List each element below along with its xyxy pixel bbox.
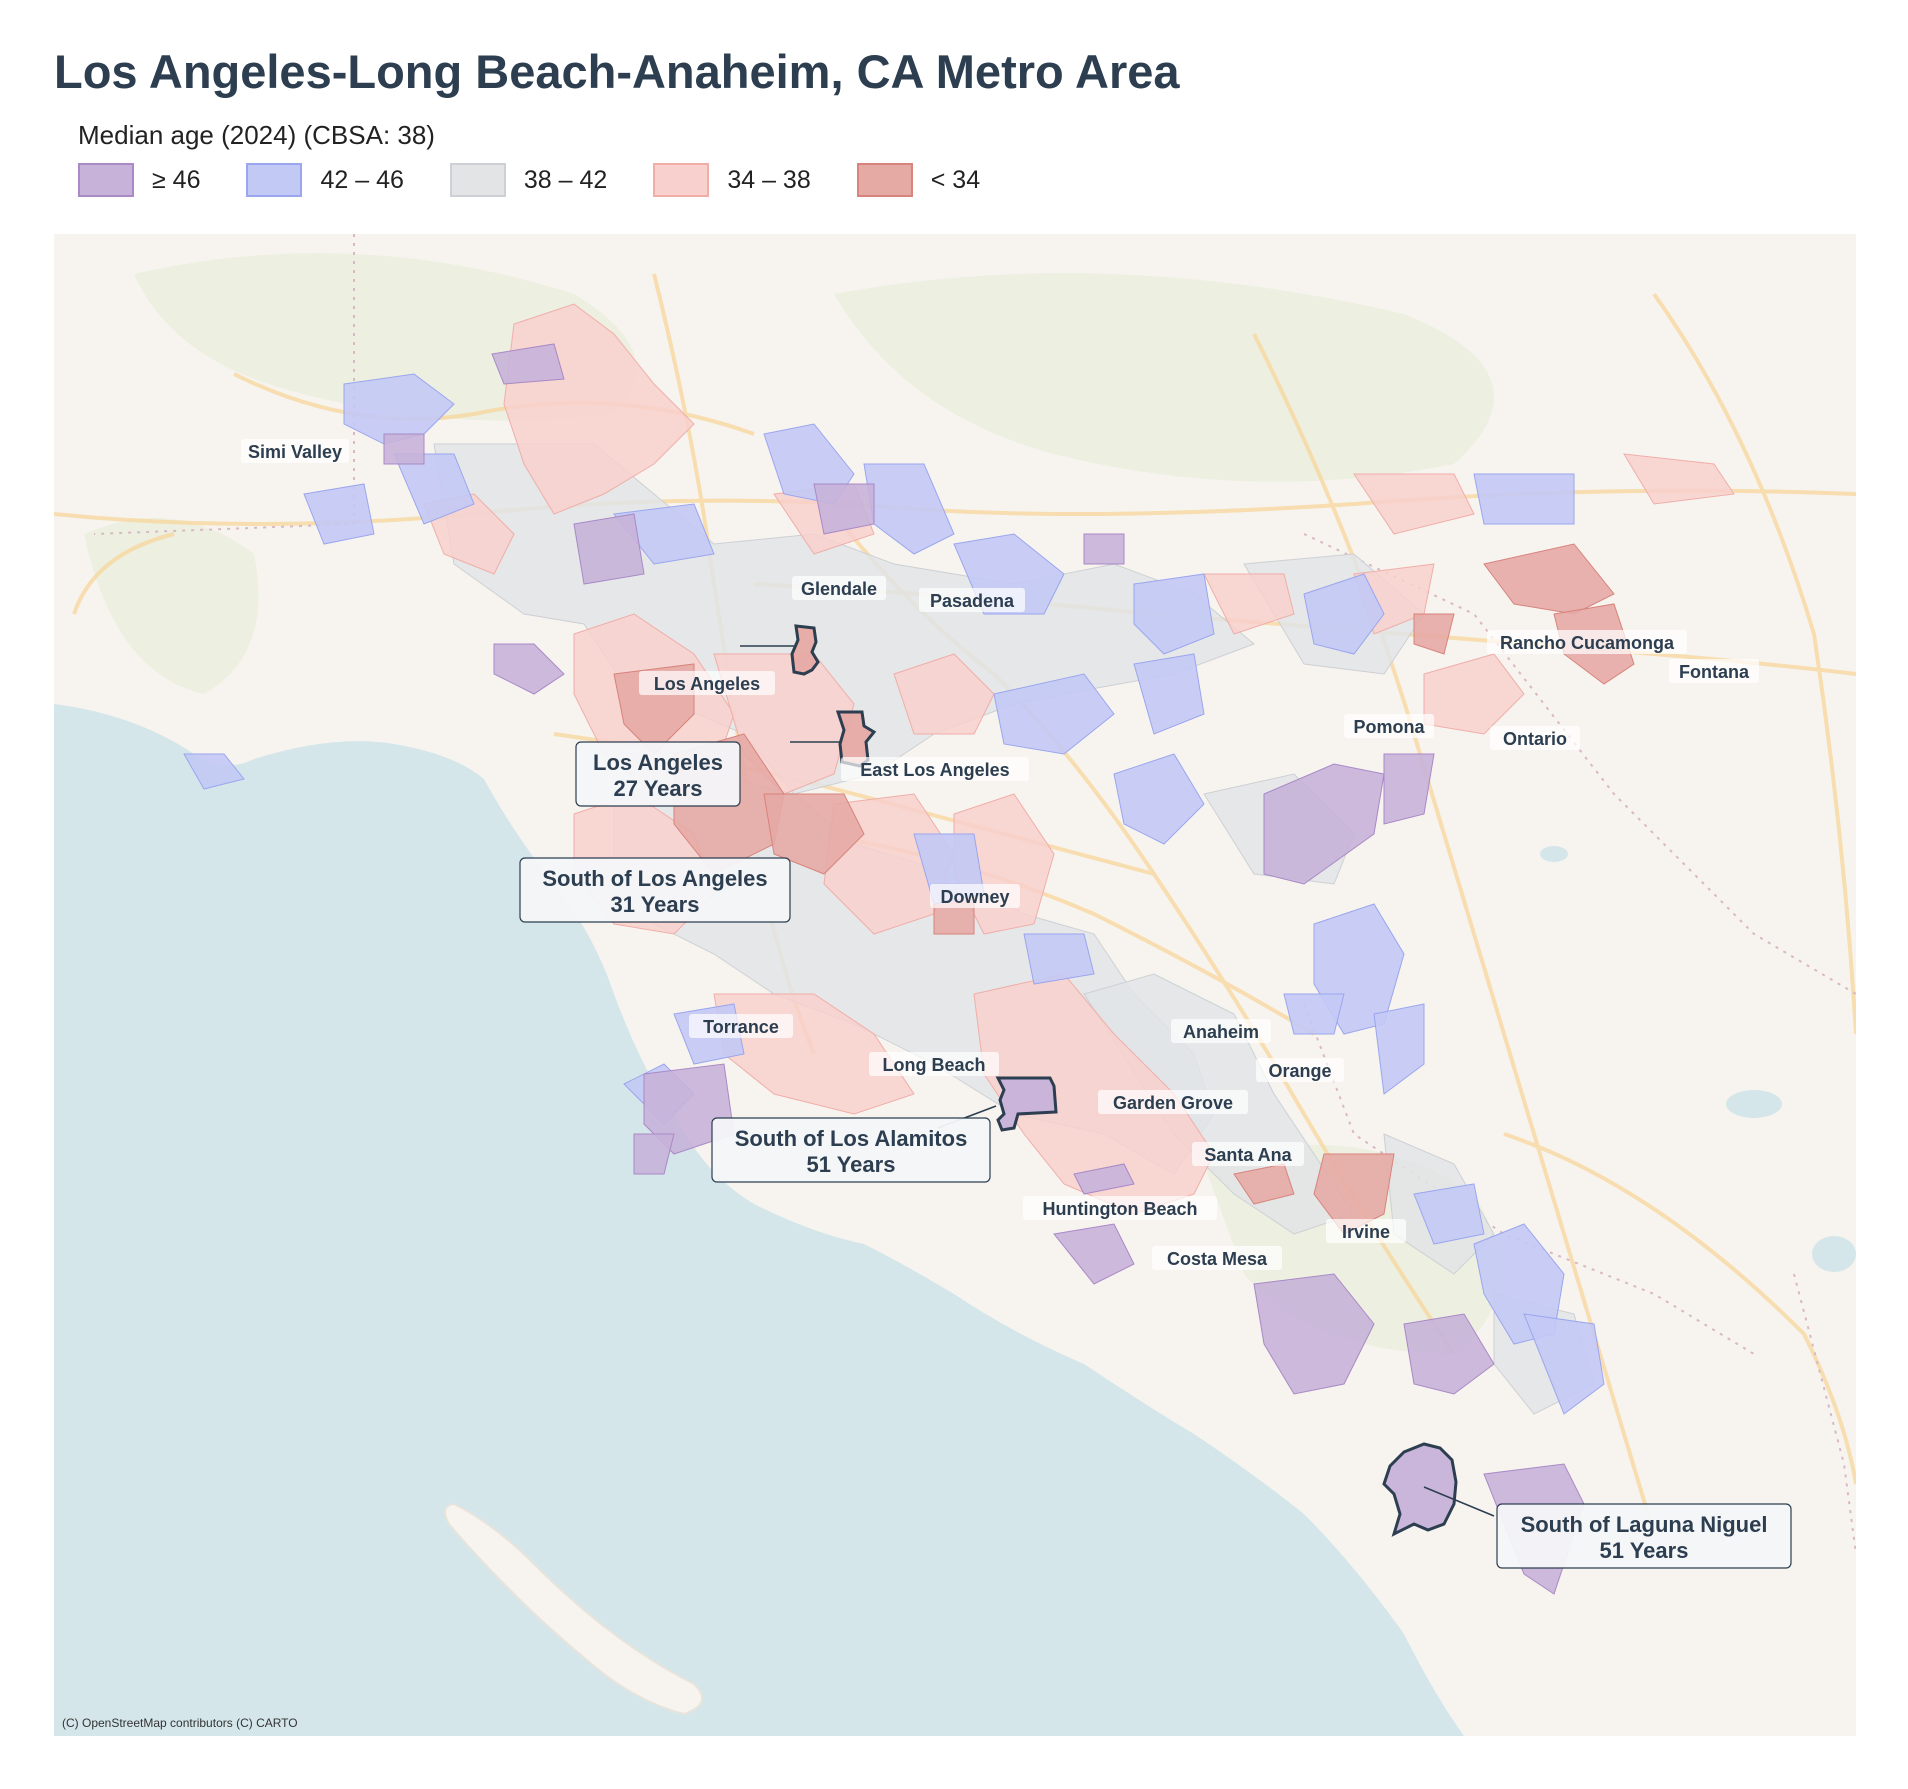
legend-item-46-plus: ≥ 46 [78,163,200,197]
city-label-irvine: Irvine [1342,1222,1390,1242]
legend-swatch [449,163,506,197]
legend-item-under-34: < 34 [856,163,981,197]
city-label-rancho-cucamonga: Rancho Cucamonga [1500,633,1675,653]
legend-label: ≥ 46 [152,165,201,194]
callout-laguna-niguel-name: South of Laguna Niguel [1521,1512,1768,1537]
legend-label: 34 – 38 [727,165,811,194]
map-svg[interactable]: Simi Valley Glendale Pasadena Los Angele… [54,234,1856,1736]
city-label-costa-mesa: Costa Mesa [1167,1249,1268,1269]
highlighted-tracts [790,624,1458,1537]
callout-los-alamitos-name: South of Los Alamitos [735,1126,968,1151]
laguna-niguel-highlight-tract[interactable] [1382,1442,1458,1537]
city-label-huntington-beach: Huntington Beach [1043,1199,1198,1219]
city-label-glendale: Glendale [801,579,877,599]
callout-los-alamitos-value: 51 Years [807,1152,896,1177]
legend: ≥ 46 42 – 46 38 – 42 34 – 38 < 34 [78,163,1026,197]
tract-layer-42-46 [183,373,1605,1415]
callout-la-value: 27 Years [614,776,703,801]
callout-los-alamitos[interactable]: South of Los Alamitos 51 Years [711,1117,991,1183]
city-label-long-beach: Long Beach [882,1055,985,1075]
city-label-fontana: Fontana [1679,662,1750,682]
map-title: Los Angeles-Long Beach-Anaheim, CA Metro… [54,45,1180,98]
legend-item-38-42: 38 – 42 [449,163,608,197]
callout-south-la-name: South of Los Angeles [542,866,767,891]
city-label-santa-ana: Santa Ana [1204,1145,1292,1165]
city-labels: Simi Valley Glendale Pasadena Los Angele… [241,439,1759,1270]
tract-layer-under-34 [613,543,1635,1235]
legend-label: < 34 [930,165,981,194]
callout-south-la[interactable]: South of Los Angeles 31 Years [519,857,791,923]
legend-label: 38 – 42 [523,165,608,194]
city-label-east-los-angeles: East Los Angeles [860,760,1009,780]
city-label-simi-valley: Simi Valley [248,442,342,462]
callout-laguna-niguel[interactable]: South of Laguna Niguel 51 Years [1496,1503,1792,1569]
legend-swatch [856,163,913,197]
los-alamitos-highlight-tract[interactable] [995,1076,1058,1132]
city-label-los-angeles: Los Angeles [654,674,760,694]
map-attribution: (C) OpenStreetMap contributors (C) CARTO [62,1716,298,1730]
city-label-pasadena: Pasadena [930,591,1015,611]
city-label-ontario: Ontario [1503,729,1567,749]
la-highlight-tract[interactable] [790,624,820,676]
lakes [1540,846,1856,1272]
legend-heading: Median age (2024) (CBSA: 38) [78,120,435,150]
city-label-orange: Orange [1268,1061,1331,1081]
map-canvas[interactable]: Simi Valley Glendale Pasadena Los Angele… [54,234,1856,1736]
legend-swatch [653,163,710,197]
legend-label: 42 – 46 [320,165,404,194]
pacific-ocean [54,704,1464,1736]
callout-laguna-niguel-value: 51 Years [1600,1538,1689,1563]
city-label-pomona: Pomona [1353,717,1425,737]
legend-swatch [246,163,303,197]
legend-swatch [78,163,134,197]
catalina-island [444,1502,703,1716]
legend-item-42-46: 42 – 46 [246,163,404,197]
callout-south-la-value: 31 Years [611,892,700,917]
callout-la-name: Los Angeles [593,750,723,775]
city-label-garden-grove: Garden Grove [1113,1093,1233,1113]
legend-item-34-38: 34 – 38 [653,163,811,197]
city-label-anaheim: Anaheim [1183,1022,1259,1042]
callout-leaders [740,645,1495,1517]
city-label-torrance: Torrance [703,1017,779,1037]
callout-la[interactable]: Los Angeles 27 Years [575,741,741,807]
city-label-downey: Downey [940,887,1009,907]
